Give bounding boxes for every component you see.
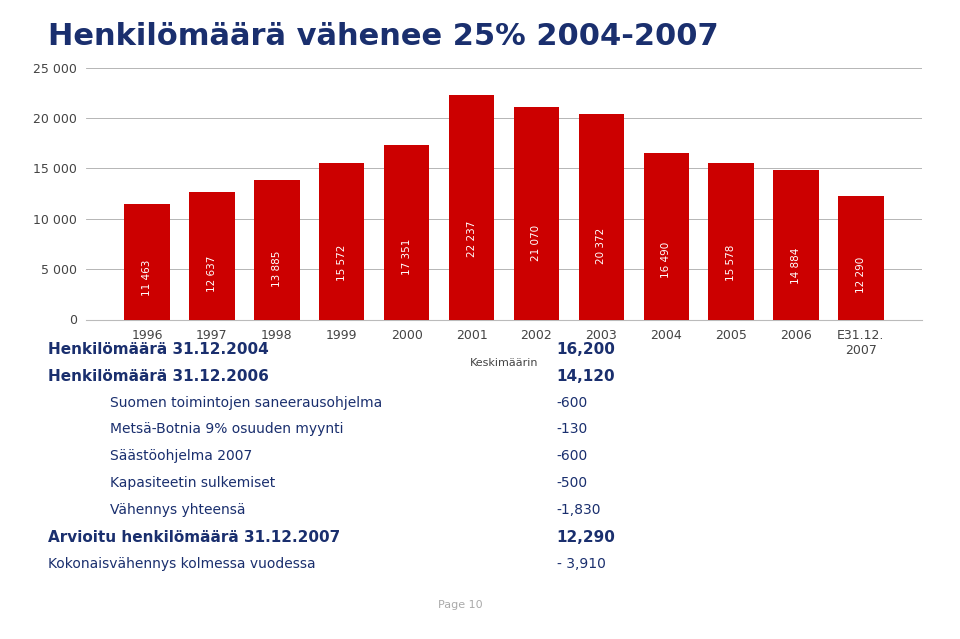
Bar [449,95,494,320]
Bar [254,180,300,320]
Text: 16,200: 16,200 [557,342,615,357]
Text: Säästöohjelma 2007: Säästöohjelma 2007 [110,449,252,463]
Text: Kapasiteetin sulkemiset: Kapasiteetin sulkemiset [110,476,276,490]
Text: -600: -600 [557,396,588,410]
Text: 21 070: 21 070 [532,225,541,261]
Text: 14 884: 14 884 [791,247,801,284]
Text: 12,290: 12,290 [557,530,615,544]
Text: 12 290: 12 290 [856,257,866,293]
Text: Vähennys yhteensä: Vähennys yhteensä [110,503,246,517]
Text: 11 463: 11 463 [142,259,152,296]
Text: 20 372: 20 372 [596,227,607,264]
Text: 22 237: 22 237 [467,220,476,257]
Text: - 3,910: - 3,910 [557,557,606,571]
Text: 16 490: 16 490 [661,242,671,278]
Bar [774,169,819,320]
Text: Metsä-Botnia 9% osuuden myynti: Metsä-Botnia 9% osuuden myynti [110,422,344,436]
Text: -130: -130 [557,422,588,436]
Text: -1,830: -1,830 [557,503,601,517]
Bar [125,204,170,320]
Text: Suomen toimintojen saneerausohjelma: Suomen toimintojen saneerausohjelma [110,396,383,410]
Text: 12 637: 12 637 [207,256,217,292]
Bar [384,144,429,320]
Text: 15 578: 15 578 [726,245,736,281]
Text: Varsinainen yhtiökokous 13.3. 2007: Varsinainen yhtiökokous 13.3. 2007 [29,578,228,589]
Text: Henkilömäärä 31.12.2006: Henkilömäärä 31.12.2006 [48,369,269,383]
Text: -600: -600 [557,449,588,463]
Bar [708,162,754,320]
Text: -500: -500 [557,476,588,490]
Text: 13 885: 13 885 [272,251,282,288]
Text: Kokonaisvähennys kolmessa vuodessa: Kokonaisvähennys kolmessa vuodessa [48,557,316,571]
Text: ·: · [836,576,850,610]
Text: Page 10: Page 10 [439,600,483,610]
Bar [189,192,234,320]
Bar [319,162,365,320]
Text: m: m [803,576,840,610]
Text: Henkilömäärä vähenee 25% 2004-2007: Henkilömäärä vähenee 25% 2004-2007 [48,22,719,51]
Text: Henkilömäärä 31.12.2004: Henkilömäärä 31.12.2004 [48,342,269,357]
Bar [643,153,689,320]
Text: Keskimäärin: Keskimäärin [469,358,539,368]
Bar [579,114,624,320]
Text: Arvioitu henkilömäärä 31.12.2007: Arvioitu henkilömäärä 31.12.2007 [48,530,340,544]
Text: 17 351: 17 351 [401,238,412,275]
Text: real: real [852,576,931,610]
Text: 15 572: 15 572 [337,245,347,281]
Text: 14,120: 14,120 [557,369,615,383]
Bar [838,196,883,320]
Bar [514,107,559,320]
